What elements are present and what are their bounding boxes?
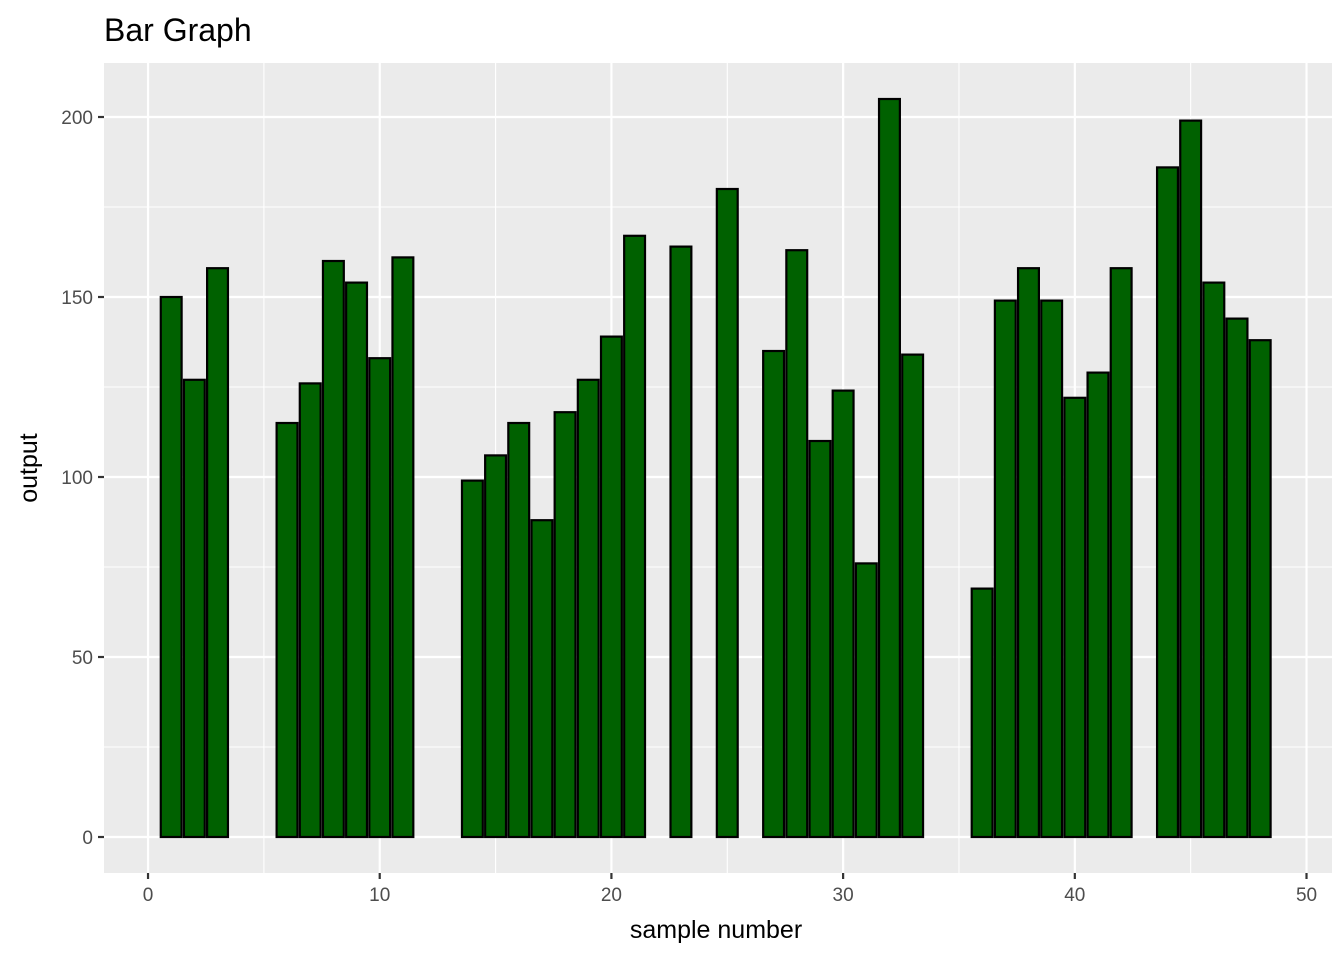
bar <box>1109 267 1133 839</box>
bar <box>391 256 415 839</box>
x-tick-label: 20 <box>601 885 622 906</box>
y-tick-label: 50 <box>72 648 93 669</box>
bar <box>1248 339 1272 839</box>
bar <box>159 295 183 839</box>
x-axis: 0 10 20 30 40 50 <box>143 873 1317 906</box>
x-tick-label: 10 <box>369 885 390 906</box>
bar <box>460 479 484 839</box>
x-axis-title: sample number <box>630 916 802 944</box>
bar <box>321 259 345 839</box>
bar <box>182 378 206 839</box>
y-tick-label: 0 <box>82 828 93 849</box>
bar <box>553 411 577 839</box>
bar <box>507 421 531 839</box>
x-tick-label: 30 <box>833 885 854 906</box>
bar <box>901 353 925 839</box>
bar <box>785 249 809 839</box>
bar <box>530 519 554 839</box>
y-tick-label: 100 <box>61 468 93 489</box>
bar <box>576 378 600 839</box>
bar <box>298 382 322 839</box>
bar <box>762 349 786 839</box>
bar <box>715 187 739 839</box>
bar <box>368 357 392 839</box>
bar <box>1225 317 1249 839</box>
bar <box>993 299 1017 839</box>
bar <box>1155 166 1180 839</box>
bar <box>599 335 623 839</box>
bar <box>808 439 832 839</box>
chart-title: Bar Graph <box>104 12 252 48</box>
y-tick-label: 150 <box>61 288 93 309</box>
x-tick-label: 40 <box>1064 885 1085 906</box>
y-axis-title: output <box>15 433 43 503</box>
y-tick-label: 200 <box>61 108 93 129</box>
bar <box>1040 299 1064 839</box>
x-tick-label: 0 <box>143 885 154 906</box>
bar <box>623 234 647 839</box>
bar <box>831 389 855 839</box>
bar <box>1202 281 1226 839</box>
bar <box>1063 396 1087 839</box>
bar <box>970 587 994 839</box>
bar <box>206 267 230 839</box>
bar <box>1016 267 1041 839</box>
y-axis: 0 50 100 150 200 <box>61 108 104 849</box>
bar <box>877 97 901 839</box>
bar <box>275 421 299 839</box>
x-tick-label: 50 <box>1296 885 1317 906</box>
bar <box>1086 371 1110 839</box>
bar <box>669 245 693 839</box>
bar <box>345 281 369 839</box>
bar <box>854 562 878 839</box>
bars <box>159 97 1272 839</box>
bar <box>484 454 508 839</box>
bar <box>1179 119 1203 839</box>
